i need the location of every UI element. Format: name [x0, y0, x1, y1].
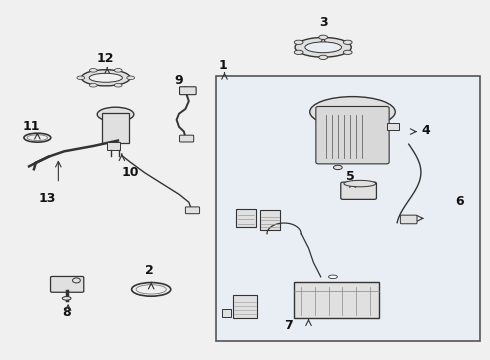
FancyBboxPatch shape	[107, 142, 121, 150]
FancyBboxPatch shape	[233, 295, 257, 318]
FancyBboxPatch shape	[185, 207, 199, 214]
Ellipse shape	[89, 84, 97, 87]
FancyBboxPatch shape	[221, 309, 231, 317]
Text: 4: 4	[421, 124, 430, 137]
Text: 6: 6	[456, 195, 465, 208]
Bar	[387, 123, 399, 130]
Ellipse shape	[114, 84, 122, 87]
FancyBboxPatch shape	[50, 276, 84, 292]
Ellipse shape	[319, 35, 328, 40]
Ellipse shape	[344, 180, 376, 187]
Text: 5: 5	[345, 170, 354, 183]
Ellipse shape	[97, 107, 134, 122]
Ellipse shape	[319, 55, 328, 59]
FancyBboxPatch shape	[260, 211, 280, 230]
Ellipse shape	[77, 76, 85, 80]
Ellipse shape	[295, 37, 351, 57]
Text: 10: 10	[122, 166, 139, 179]
FancyBboxPatch shape	[341, 182, 376, 199]
Text: 11: 11	[22, 121, 40, 134]
Text: 8: 8	[62, 306, 71, 319]
FancyBboxPatch shape	[102, 113, 129, 143]
Ellipse shape	[114, 68, 122, 72]
Ellipse shape	[89, 68, 97, 72]
Ellipse shape	[305, 42, 342, 53]
Ellipse shape	[89, 73, 122, 82]
FancyBboxPatch shape	[236, 210, 256, 226]
Ellipse shape	[310, 96, 395, 127]
Ellipse shape	[62, 297, 71, 300]
Ellipse shape	[73, 278, 80, 283]
Text: 7: 7	[285, 319, 294, 332]
Text: 3: 3	[319, 16, 327, 29]
FancyBboxPatch shape	[179, 135, 194, 142]
Ellipse shape	[127, 76, 135, 80]
Ellipse shape	[81, 70, 130, 86]
Text: 9: 9	[175, 74, 183, 87]
Ellipse shape	[329, 275, 337, 279]
Text: 12: 12	[97, 52, 115, 65]
FancyBboxPatch shape	[316, 107, 389, 164]
Text: 2: 2	[146, 264, 154, 277]
FancyBboxPatch shape	[400, 215, 417, 224]
Ellipse shape	[294, 50, 303, 54]
Text: 13: 13	[38, 192, 56, 205]
FancyBboxPatch shape	[294, 282, 379, 318]
FancyBboxPatch shape	[179, 87, 196, 95]
Text: 1: 1	[219, 59, 227, 72]
Bar	[216, 76, 480, 341]
Ellipse shape	[333, 165, 342, 170]
Ellipse shape	[343, 40, 352, 44]
Ellipse shape	[343, 50, 352, 54]
Ellipse shape	[294, 40, 303, 44]
